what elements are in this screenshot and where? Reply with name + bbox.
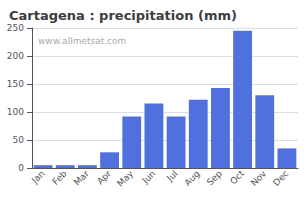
svg-text:Sep: Sep <box>205 168 224 187</box>
svg-text:Cartagena : precipitation (mm): Cartagena : precipitation (mm) <box>9 8 237 23</box>
svg-text:Aug: Aug <box>182 168 201 187</box>
svg-text:Jan: Jan <box>29 168 47 186</box>
svg-text:Nov: Nov <box>249 168 269 188</box>
svg-text:150: 150 <box>7 79 24 89</box>
svg-text:250: 250 <box>7 23 24 33</box>
svg-text:www.allmetsat.com: www.allmetsat.com <box>38 36 126 46</box>
svg-text:Dec: Dec <box>271 168 290 187</box>
svg-text:200: 200 <box>7 51 24 61</box>
svg-text:Apr: Apr <box>95 168 113 186</box>
svg-text:100: 100 <box>7 107 24 117</box>
svg-text:50: 50 <box>13 135 25 145</box>
svg-text:May: May <box>115 168 136 189</box>
svg-text:Jun: Jun <box>140 168 158 186</box>
svg-text:Mar: Mar <box>72 168 91 187</box>
svg-text:Jul: Jul <box>164 168 179 183</box>
svg-text:Feb: Feb <box>50 168 69 187</box>
svg-text:Oct: Oct <box>228 168 246 186</box>
svg-text:0: 0 <box>18 163 24 173</box>
